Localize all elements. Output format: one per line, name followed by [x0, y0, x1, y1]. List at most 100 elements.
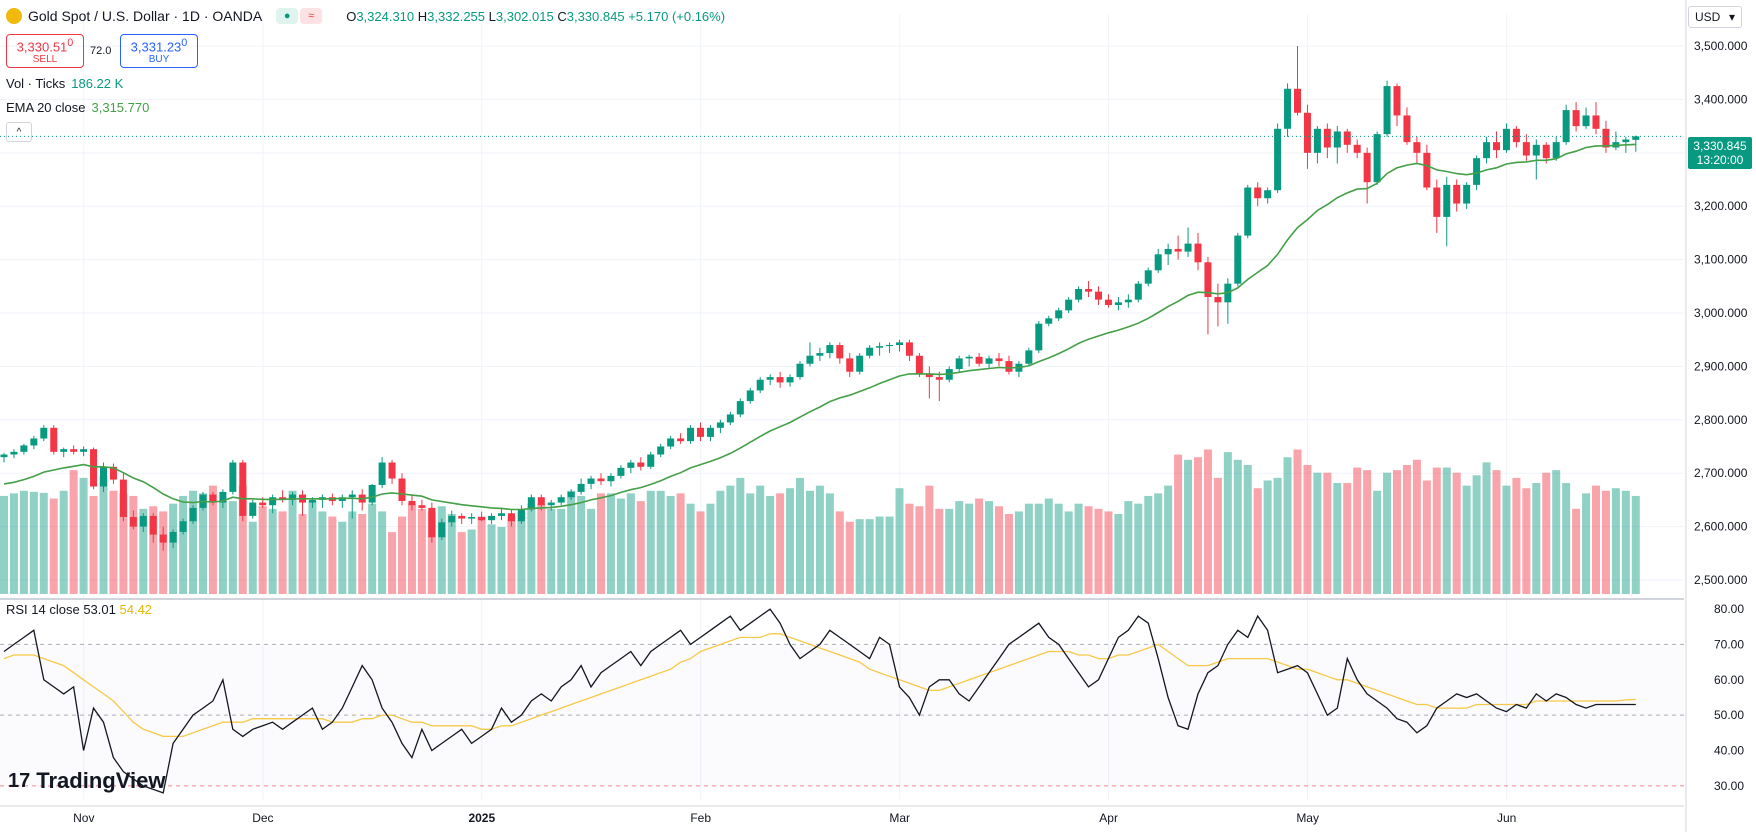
candle-body [1532, 144, 1540, 156]
candle-body [706, 427, 714, 437]
volume-bar [1601, 490, 1610, 594]
volume-bar [1542, 472, 1551, 594]
status-pills[interactable]: ● ≈ [276, 8, 323, 24]
candle-body [1512, 128, 1520, 143]
candle-body [905, 342, 913, 356]
currency-selector[interactable]: USD ▾ [1688, 6, 1742, 28]
volume-bar [995, 506, 1003, 594]
volume-bar [656, 490, 665, 594]
volume-bar [1114, 514, 1123, 594]
volume-bar [1213, 477, 1222, 594]
volume-bar [1004, 514, 1013, 594]
sell-button[interactable]: 3,330.510 SELL [6, 34, 84, 68]
volume-bar [1343, 483, 1352, 594]
volume-bar [935, 508, 944, 594]
volume-bar [49, 498, 58, 594]
candle-body [119, 479, 127, 517]
volume-bar [746, 493, 755, 594]
candle-body [1473, 158, 1481, 185]
tradingview-logo-icon: 17 [8, 769, 31, 792]
candle-body [418, 505, 426, 508]
rsi-tick-label: 60.00 [1714, 673, 1744, 687]
volume-bar [1512, 477, 1521, 594]
symbol-header: Gold Spot / U.S. Dollar · 1D · OANDA ● ≈… [6, 8, 725, 24]
candle-body [398, 478, 406, 501]
volume-bar [885, 516, 894, 594]
buy-button[interactable]: 3,331.230 BUY [120, 34, 198, 68]
rsi-legend[interactable]: RSI 14 close 53.01 54.42 [6, 602, 152, 617]
volume-bar [716, 490, 725, 594]
volume-bar [427, 511, 436, 594]
candle-body [209, 494, 217, 503]
candle-body [1174, 248, 1182, 252]
volume-bar [965, 503, 974, 594]
volume-bar [368, 503, 377, 594]
candle-body [1522, 142, 1530, 156]
volume-bar [577, 495, 586, 594]
candle-body [726, 414, 734, 423]
tradingview-logo[interactable]: 17 TradingView [8, 768, 165, 794]
volume-bar [9, 493, 18, 594]
ema-indicator-legend[interactable]: EMA 20 close 3,315.770 [6, 100, 149, 115]
candle-body [985, 358, 993, 364]
time-tick-label: Apr [1099, 811, 1118, 825]
volume-bar [1412, 459, 1421, 594]
volume-bar [1432, 467, 1441, 594]
volume-bar [1174, 454, 1183, 594]
high-label: H [417, 8, 428, 24]
volume-bar [1621, 490, 1630, 594]
candle-body [776, 377, 784, 383]
candle-body [269, 497, 277, 506]
candle-body [1323, 128, 1331, 148]
candle-body [955, 358, 963, 370]
volume-bar [1074, 503, 1083, 594]
volume-bar [557, 508, 566, 594]
candle-body [1065, 299, 1073, 311]
volume-bar [129, 495, 138, 594]
candle-body [388, 462, 396, 479]
volume-bar [666, 495, 675, 594]
volume-bar [358, 514, 367, 594]
candle-body [30, 438, 38, 446]
candle-body [1035, 323, 1043, 351]
candle-body [1254, 187, 1262, 199]
volume-bar [1034, 503, 1043, 594]
volume-bar [169, 503, 178, 594]
candle-body [1124, 299, 1132, 303]
volume-bar [626, 493, 635, 594]
volume-bar [39, 492, 48, 594]
candle-body [1433, 187, 1441, 217]
candle-body [169, 531, 177, 543]
last-price-value: 3,330.845 [1693, 139, 1747, 153]
volume-bar [477, 516, 486, 594]
candle-body [866, 347, 874, 356]
volume-bar [388, 532, 397, 594]
candle-body [438, 522, 446, 538]
price-tick-label: 3,400.000 [1694, 92, 1748, 106]
volume-bar [139, 508, 148, 594]
volume-bar [1293, 449, 1302, 594]
candle-body [1095, 291, 1102, 300]
volume-bar [1194, 457, 1202, 594]
candle-body [179, 521, 187, 532]
price-tick-label: 2,600.000 [1694, 520, 1748, 534]
candle-body [1502, 128, 1510, 151]
buy-price-sup: 0 [181, 36, 188, 49]
candle-body [1443, 184, 1451, 217]
candle-body [796, 363, 804, 378]
volume-bar [1064, 511, 1073, 594]
candle-body [965, 356, 973, 359]
volume-indicator-legend[interactable]: Vol · Ticks 186.22 K [6, 76, 123, 91]
candle-body [40, 427, 48, 439]
volume-bar [507, 516, 516, 594]
volume-bar [308, 501, 317, 594]
candle-body [1453, 184, 1461, 204]
candle-body [517, 509, 525, 522]
volume-bar [447, 514, 456, 594]
volume-bar [69, 470, 78, 594]
volume-bar [328, 516, 337, 594]
symbol-title[interactable]: Gold Spot / U.S. Dollar · 1D · OANDA [28, 8, 263, 24]
collapse-legend-button[interactable]: ^ [6, 122, 32, 142]
candle-body [537, 497, 545, 506]
